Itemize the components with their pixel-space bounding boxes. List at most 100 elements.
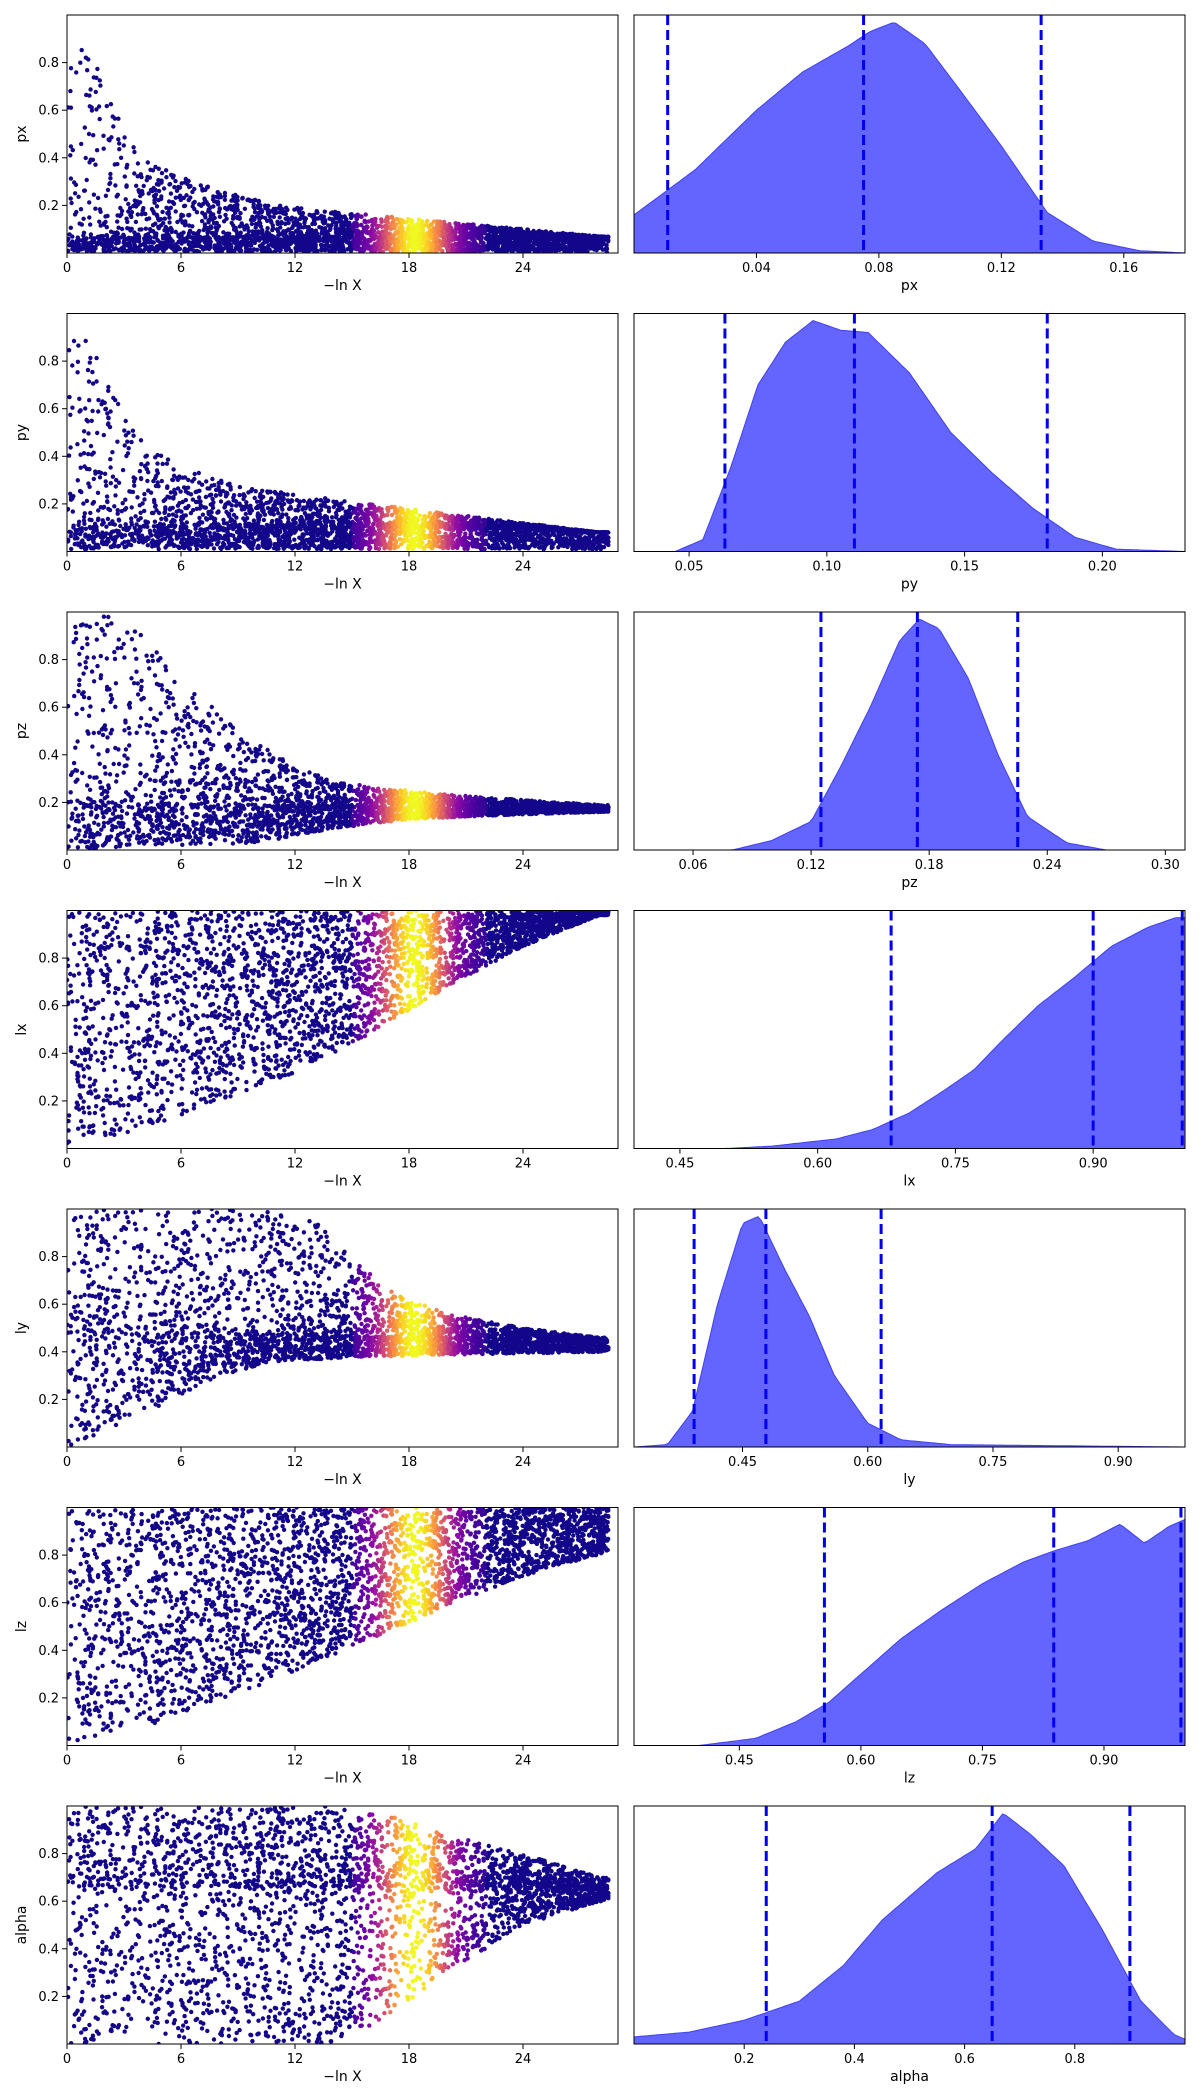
scatter-point xyxy=(322,209,327,214)
scatter-point xyxy=(122,428,127,433)
scatter-point xyxy=(194,210,200,215)
scatter-point xyxy=(186,233,191,238)
scatter-point xyxy=(81,216,86,221)
scatter-point xyxy=(305,240,310,245)
x-axis-label: −ln X xyxy=(323,278,362,294)
scatter-point xyxy=(126,446,131,451)
scatter-point xyxy=(84,498,90,504)
scatter-points xyxy=(67,338,611,552)
scatter-point xyxy=(322,243,327,248)
scatter-point xyxy=(225,246,230,251)
scatter-point xyxy=(81,230,87,235)
scatter-point xyxy=(186,213,191,218)
scatter-point xyxy=(420,227,425,232)
scatter-point xyxy=(143,226,148,231)
scatter-point xyxy=(345,235,350,240)
scatter-point xyxy=(152,235,157,240)
scatter-point xyxy=(528,235,534,241)
scatter-point xyxy=(513,232,518,237)
scatter-point xyxy=(364,228,369,233)
scatter-point xyxy=(290,225,295,231)
scatter-point xyxy=(246,197,251,202)
scatter-point xyxy=(215,226,220,231)
scatter-point xyxy=(70,509,76,514)
scatter-point xyxy=(306,513,312,518)
scatter-point xyxy=(119,212,124,217)
scatter-point xyxy=(202,222,208,227)
scatter-point xyxy=(266,248,271,253)
scatter-point xyxy=(127,205,133,211)
scatter-point xyxy=(212,215,217,221)
scatter-point xyxy=(188,183,193,189)
scatter-point xyxy=(433,233,439,239)
scatter-point xyxy=(479,229,485,235)
scatter-point xyxy=(328,248,333,253)
scatter-point xyxy=(198,183,203,188)
scatter-point xyxy=(544,233,549,238)
scatter-point xyxy=(77,409,82,414)
scatter-point xyxy=(521,232,526,238)
scatter-point xyxy=(110,114,115,119)
scatter-point xyxy=(185,181,190,187)
scatter-point xyxy=(371,222,376,227)
scatter-point xyxy=(167,181,173,187)
scatter-point xyxy=(229,244,234,249)
scatter-point xyxy=(252,197,258,203)
scatter-point xyxy=(420,220,425,225)
scatter-point xyxy=(253,225,258,230)
scatter-point xyxy=(108,481,114,486)
scatter-point xyxy=(116,137,121,142)
scatter-point xyxy=(258,207,264,212)
scatter-point xyxy=(420,240,426,246)
scatter-point xyxy=(307,235,312,240)
scatter-point xyxy=(143,211,148,217)
scatter-point xyxy=(256,198,262,204)
scatter-point xyxy=(260,228,265,233)
scatter-point xyxy=(592,244,597,250)
scatter-point xyxy=(155,452,160,458)
scatter-point xyxy=(165,240,170,246)
scatter-point xyxy=(70,405,75,410)
scatter-point xyxy=(153,221,158,226)
scatter-point xyxy=(201,227,206,233)
scatter-point xyxy=(150,168,156,173)
scatter-point xyxy=(234,503,239,508)
scatter-point xyxy=(415,221,421,226)
scatter-point xyxy=(218,492,223,497)
scatter-point xyxy=(159,194,164,199)
scatter-point xyxy=(193,235,198,240)
scatter-point xyxy=(144,217,149,222)
scatter-point xyxy=(128,542,134,548)
scatter-point xyxy=(87,200,92,205)
scatter-point xyxy=(499,240,504,245)
scatter-point xyxy=(560,237,565,242)
scatter-point xyxy=(82,521,87,526)
scatter-point xyxy=(76,194,81,199)
scatter-point xyxy=(460,234,465,239)
axes-frame xyxy=(633,14,1186,254)
scatter-point xyxy=(548,233,553,238)
scatter-point xyxy=(261,236,266,241)
scatter-point xyxy=(239,240,244,245)
x-tick-label: 0.08 xyxy=(864,261,893,276)
scatter-point xyxy=(545,239,550,244)
scatter-point xyxy=(409,227,414,232)
scatter-point xyxy=(143,519,148,524)
scatter-point xyxy=(192,199,197,205)
scatter-point xyxy=(504,225,509,230)
scatter-point xyxy=(120,501,125,506)
scatter-point xyxy=(354,232,359,237)
scatter-point xyxy=(267,234,272,239)
scatter-point xyxy=(234,245,239,250)
scatter-point xyxy=(274,227,280,232)
scatter-point xyxy=(289,215,295,220)
scatter-point xyxy=(411,235,417,241)
scatter-point xyxy=(261,517,267,523)
scatter-point xyxy=(388,215,394,220)
scatter-point xyxy=(522,535,527,540)
scatter-point xyxy=(339,230,345,235)
scatter-point xyxy=(106,388,111,393)
scatter-point xyxy=(162,216,167,221)
scatter-point xyxy=(241,224,246,229)
scatter-point xyxy=(89,108,95,113)
